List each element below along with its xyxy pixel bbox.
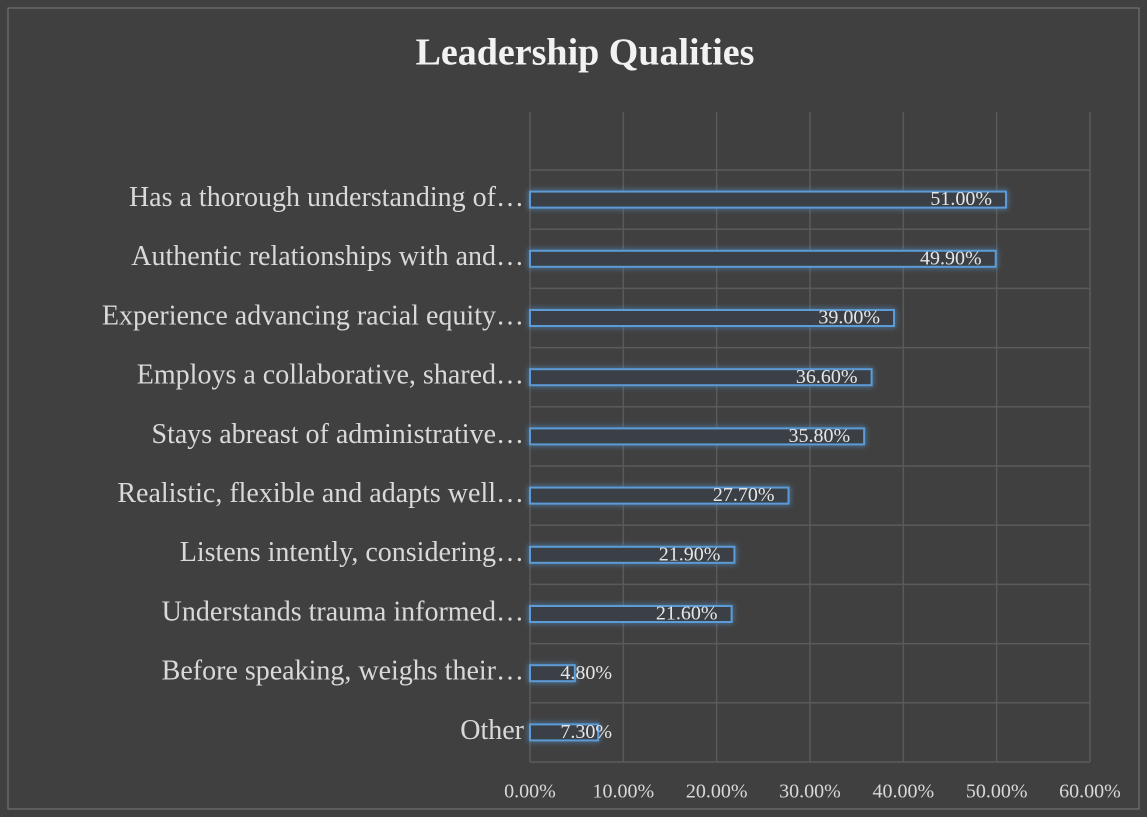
y-tick-label: Realistic, flexible and adapts well…: [117, 478, 524, 509]
data-label: 35.80%: [788, 425, 850, 447]
data-label: 21.60%: [656, 603, 718, 625]
data-label: 49.90%: [920, 247, 982, 269]
x-tick-label: 10.00%: [592, 781, 654, 803]
x-tick-label: 30.00%: [779, 781, 841, 803]
data-label: 4.80%: [560, 662, 612, 684]
bar: [529, 545, 736, 564]
chart-frame: [7, 7, 1140, 810]
bar: [529, 309, 895, 327]
y-tick-label: Listens intently, considering…: [180, 537, 524, 568]
bar: [529, 486, 790, 505]
y-tick-label: Other: [460, 715, 524, 746]
data-label: 36.60%: [796, 366, 858, 388]
x-tick-label: 50.00%: [966, 781, 1028, 803]
y-tick-label: Understands trauma informed…: [162, 596, 524, 627]
y-tick-label: Experience advancing racial equity…: [102, 300, 524, 331]
bar: [529, 427, 866, 446]
bar: [529, 190, 1007, 209]
y-tick-label: Before speaking, weighs their…: [162, 656, 524, 687]
data-label: 27.70%: [713, 484, 775, 506]
x-tick-label: 60.00%: [1059, 781, 1121, 803]
y-tick-label: Authentic relationships with and…: [131, 241, 524, 272]
y-tick-label: Employs a collaborative, shared…: [137, 360, 524, 391]
chart-title: Leadership Qualities: [416, 32, 755, 74]
data-label: 39.00%: [818, 307, 880, 329]
bar: [529, 664, 576, 683]
x-tick-label: 40.00%: [872, 781, 934, 803]
data-label: 51.00%: [930, 188, 992, 210]
bar: [529, 368, 873, 387]
bar: [529, 605, 733, 623]
x-tick-label: 0.00%: [504, 781, 556, 803]
data-label: 7.30%: [560, 721, 612, 743]
y-tick-label: Stays abreast of administrative…: [152, 419, 524, 450]
bar: [529, 249, 997, 268]
bar: [529, 723, 600, 742]
x-tick-label: 20.00%: [686, 781, 748, 803]
data-label: 21.90%: [659, 543, 721, 565]
y-tick-label: Has a thorough understanding of…: [129, 182, 524, 213]
